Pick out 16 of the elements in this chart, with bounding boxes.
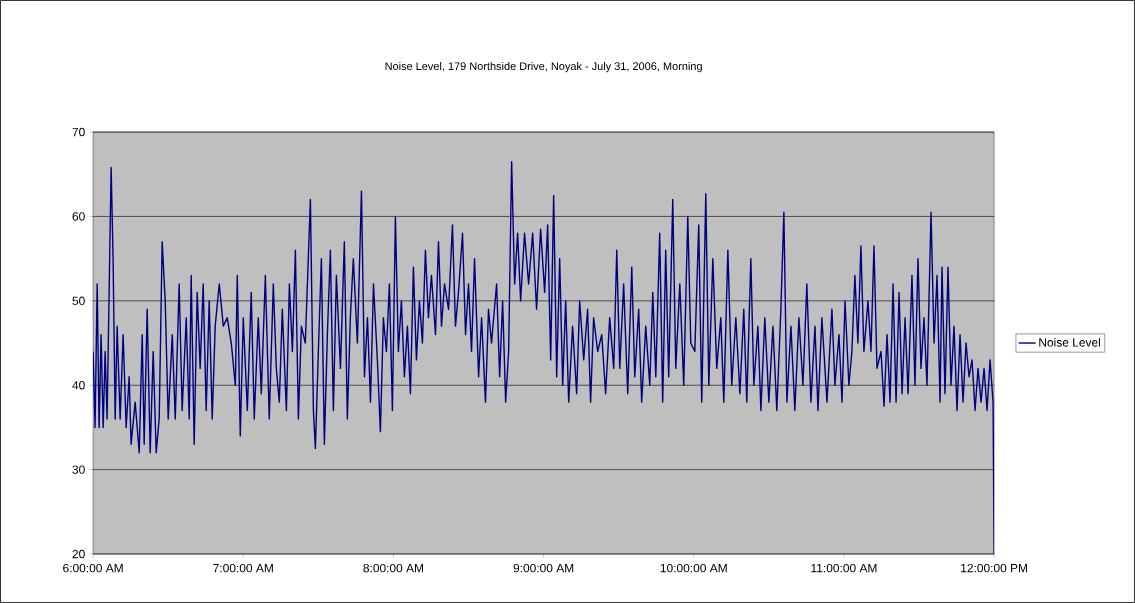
y-tick-label: 60	[72, 212, 85, 221]
legend-label: Noise Level	[1039, 337, 1100, 347]
y-tick-label: 40	[72, 381, 85, 390]
y-tick-label: 20	[72, 549, 85, 559]
line-series	[93, 160, 995, 555]
x-tick-label: 12:00:00 PM	[961, 563, 1027, 573]
x-tick-label: 7:00:00 AM	[213, 563, 273, 573]
y-tick-label: 70	[72, 127, 85, 137]
x-tick-label: 6:00:00 AM	[63, 563, 123, 573]
y-tick-label: 30	[72, 465, 85, 474]
chart-title: Noise Level, 179 Northside Drive, Noyak - July 31, 2006, Morning	[385, 62, 702, 73]
x-tick-label: 11:00:00 AM	[811, 563, 877, 573]
x-tick-label: 9:00:00 AM	[513, 563, 574, 573]
x-tick-label: 10:00:00 AM	[660, 563, 727, 573]
x-tick-label: 8:00:00 AM	[363, 563, 424, 573]
y-tick-label: 50	[72, 296, 85, 306]
